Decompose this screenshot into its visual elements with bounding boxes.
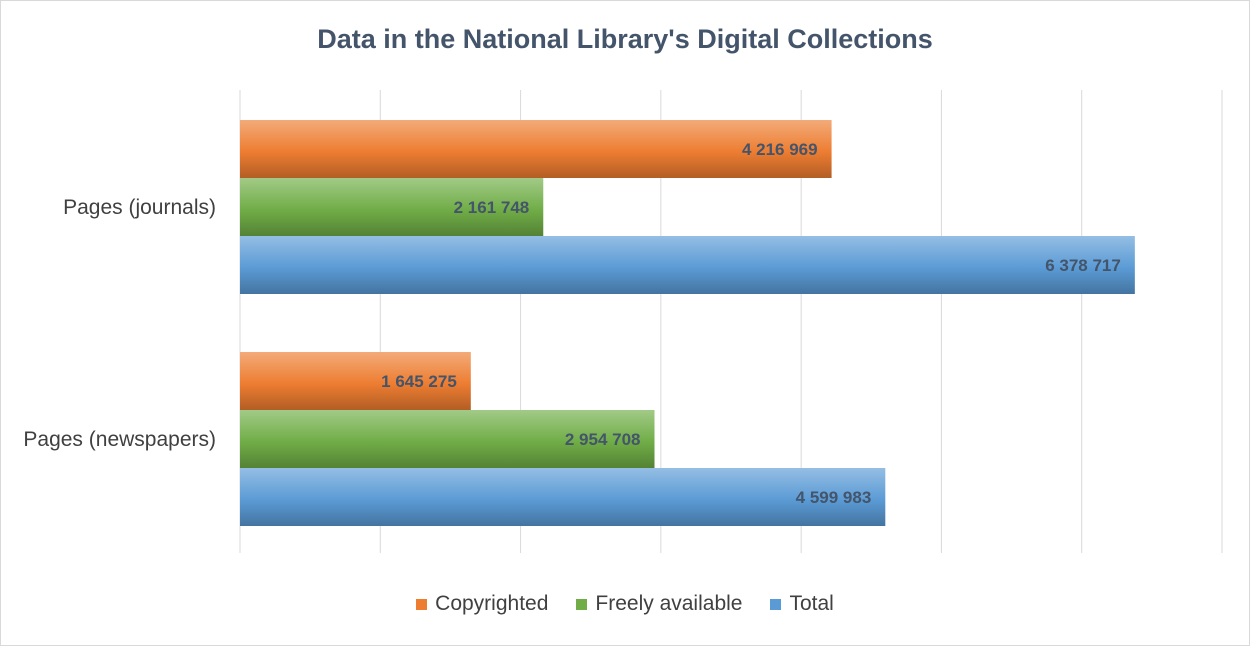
legend-swatch xyxy=(770,598,782,610)
legend-item: Copyrighted xyxy=(416,592,548,616)
bar-copyrighted xyxy=(240,352,471,410)
bar-total xyxy=(240,468,886,526)
category-label: Pages (newspapers) xyxy=(23,428,216,451)
legend-label: Copyrighted xyxy=(435,592,549,615)
bar-group: 4 216 969 2 161 748 6 378 717 1 645 275 2 95… xyxy=(240,120,1135,526)
legend-swatch xyxy=(576,598,588,610)
category-label: Pages (journals) xyxy=(63,196,216,219)
legend-item: Total xyxy=(770,592,834,616)
bar-freely-available xyxy=(240,178,544,236)
legend: Copyrighted Freely available Total xyxy=(0,592,1250,616)
legend-label: Freely available xyxy=(595,592,743,615)
data-label: 2 954 708 xyxy=(565,430,641,449)
data-label: 4 216 969 xyxy=(742,140,818,159)
bar-copyrighted xyxy=(240,120,832,178)
category-labels: Pages (journals) Pages (newspapers) xyxy=(23,196,216,451)
legend-item: Freely available xyxy=(576,592,742,616)
data-label: 4 599 983 xyxy=(796,488,872,507)
legend-label: Total xyxy=(789,592,834,615)
bar-total xyxy=(240,236,1135,294)
data-label: 1 645 275 xyxy=(381,372,457,391)
legend-swatch xyxy=(416,598,428,610)
chart-title: Data in the National Library's Digital C… xyxy=(317,24,933,54)
data-label: 2 161 748 xyxy=(454,198,530,217)
bar-freely-available xyxy=(240,410,655,468)
data-label: 6 378 717 xyxy=(1045,256,1121,275)
